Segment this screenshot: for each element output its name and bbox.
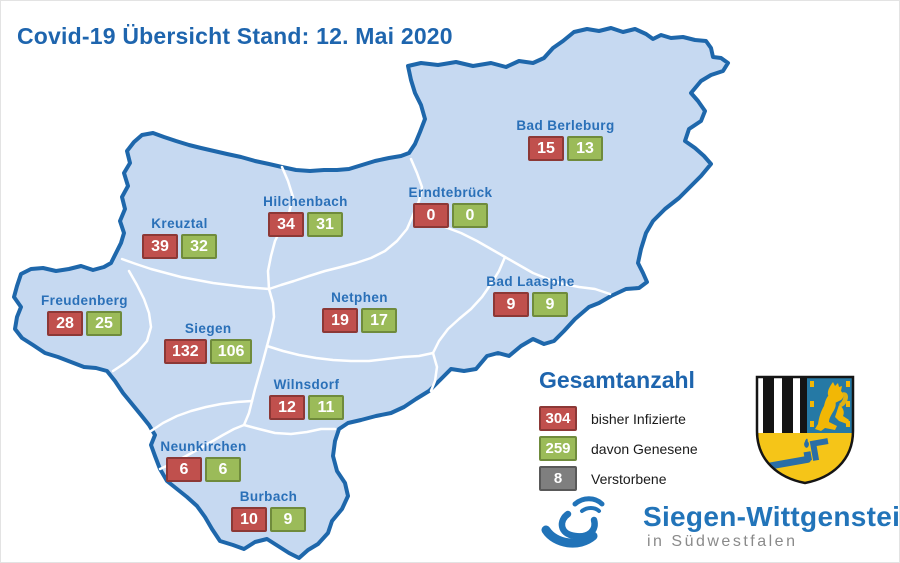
infected-badge: 15 <box>528 136 564 161</box>
total-deceased-badge: 8 <box>539 466 577 491</box>
badge-pair: 132 106 <box>164 339 253 364</box>
coat-of-arms <box>753 373 857 492</box>
recovered-badge: 106 <box>209 339 253 364</box>
infected-badge: 12 <box>269 395 305 420</box>
recovered-badge: 11 <box>308 395 344 420</box>
totals-legend: Gesamtanzahl 304 bisher Infizierte 259 d… <box>539 367 698 496</box>
municipality-erndtebrueck: Erndtebrück 0 0 <box>409 185 492 228</box>
municipality-label: Erndtebrück <box>408 185 493 200</box>
badge-pair: 15 13 <box>528 136 603 161</box>
recovered-badge: 17 <box>361 308 397 333</box>
municipality-bad-berleburg: Bad Berleburg 15 13 <box>516 118 614 161</box>
logo-name: Siegen-Wittgenstein <box>643 501 900 532</box>
infected-badge: 28 <box>47 311 83 336</box>
recovered-badge: 32 <box>181 234 217 259</box>
municipality-label: Burbach <box>239 489 298 504</box>
legend-label: bisher Infizierte <box>591 410 686 427</box>
legend-label: Verstorbene <box>591 470 667 487</box>
municipality-label: Neunkirchen <box>160 439 247 454</box>
municipality-netphen: Netphen 19 17 <box>322 290 397 333</box>
infected-badge: 39 <box>142 234 178 259</box>
legend-row-recovered: 259 davon Genesene <box>539 436 698 461</box>
municipality-siegen: Siegen 132 106 <box>164 321 253 364</box>
municipality-label: Wilnsdorf <box>273 377 340 392</box>
badge-pair: 10 9 <box>231 507 306 532</box>
badge-pair: 6 6 <box>166 457 241 482</box>
badge-pair: 0 0 <box>413 203 488 228</box>
municipality-burbach: Burbach 10 9 <box>231 489 306 532</box>
badge-pair: 12 11 <box>269 395 344 420</box>
municipality-neunkirchen: Neunkirchen 6 6 <box>160 439 246 482</box>
recovered-badge: 9 <box>532 292 568 317</box>
badge-pair: 19 17 <box>322 308 397 333</box>
municipality-label: Kreuztal <box>151 216 208 231</box>
municipality-bad-laasphe: Bad Laasphe 9 9 <box>486 274 574 317</box>
legend-title: Gesamtanzahl <box>539 367 695 393</box>
total-recovered-badge: 259 <box>539 436 577 461</box>
municipality-kreuztal: Kreuztal 39 32 <box>142 216 217 259</box>
municipality-label: Freudenberg <box>41 293 128 308</box>
recovered-badge: 25 <box>86 311 122 336</box>
municipality-label: Siegen <box>184 321 232 336</box>
recovered-badge: 6 <box>205 457 241 482</box>
golden-lion <box>810 381 850 431</box>
municipality-label: Hilchenbach <box>263 194 348 209</box>
infected-badge: 10 <box>231 507 267 532</box>
municipality-label: Bad Berleburg <box>516 118 615 133</box>
recovered-badge: 9 <box>270 507 306 532</box>
miner-tools <box>767 438 829 470</box>
logo-tagline: in Südwestfalen <box>647 533 798 550</box>
municipality-label: Netphen <box>331 290 388 305</box>
badge-pair: 34 31 <box>268 212 343 237</box>
badge-pair: 39 32 <box>142 234 217 259</box>
infected-badge: 132 <box>164 339 207 364</box>
logo-swoosh-icon <box>541 496 605 548</box>
recovered-badge: 0 <box>452 203 488 228</box>
recovered-badge: 13 <box>567 136 603 161</box>
municipality-freudenberg: Freudenberg 28 25 <box>41 293 128 336</box>
total-infected-badge: 304 <box>539 406 577 431</box>
coat-of-arms-shield <box>755 375 855 485</box>
shield-outline <box>755 375 855 485</box>
legend-label: davon Genesene <box>591 440 698 457</box>
badge-pair: 9 9 <box>493 292 568 317</box>
infected-badge: 34 <box>268 212 304 237</box>
infected-badge: 19 <box>322 308 358 333</box>
infected-badge: 6 <box>166 457 202 482</box>
infected-badge: 9 <box>493 292 529 317</box>
legend-row-deceased: 8 Verstorbene <box>539 466 698 491</box>
municipality-wilnsdorf: Wilnsdorf 12 11 <box>269 377 344 420</box>
badge-pair: 28 25 <box>47 311 122 336</box>
page-title: Covid-19 Übersicht Stand: 12. Mai 2020 <box>17 23 453 49</box>
recovered-badge: 31 <box>307 212 343 237</box>
municipality-label: Bad Laasphe <box>486 274 575 289</box>
infected-badge: 0 <box>413 203 449 228</box>
municipality-hilchenbach: Hilchenbach 34 31 <box>263 194 347 237</box>
legend-row-infected: 304 bisher Infizierte <box>539 406 698 431</box>
